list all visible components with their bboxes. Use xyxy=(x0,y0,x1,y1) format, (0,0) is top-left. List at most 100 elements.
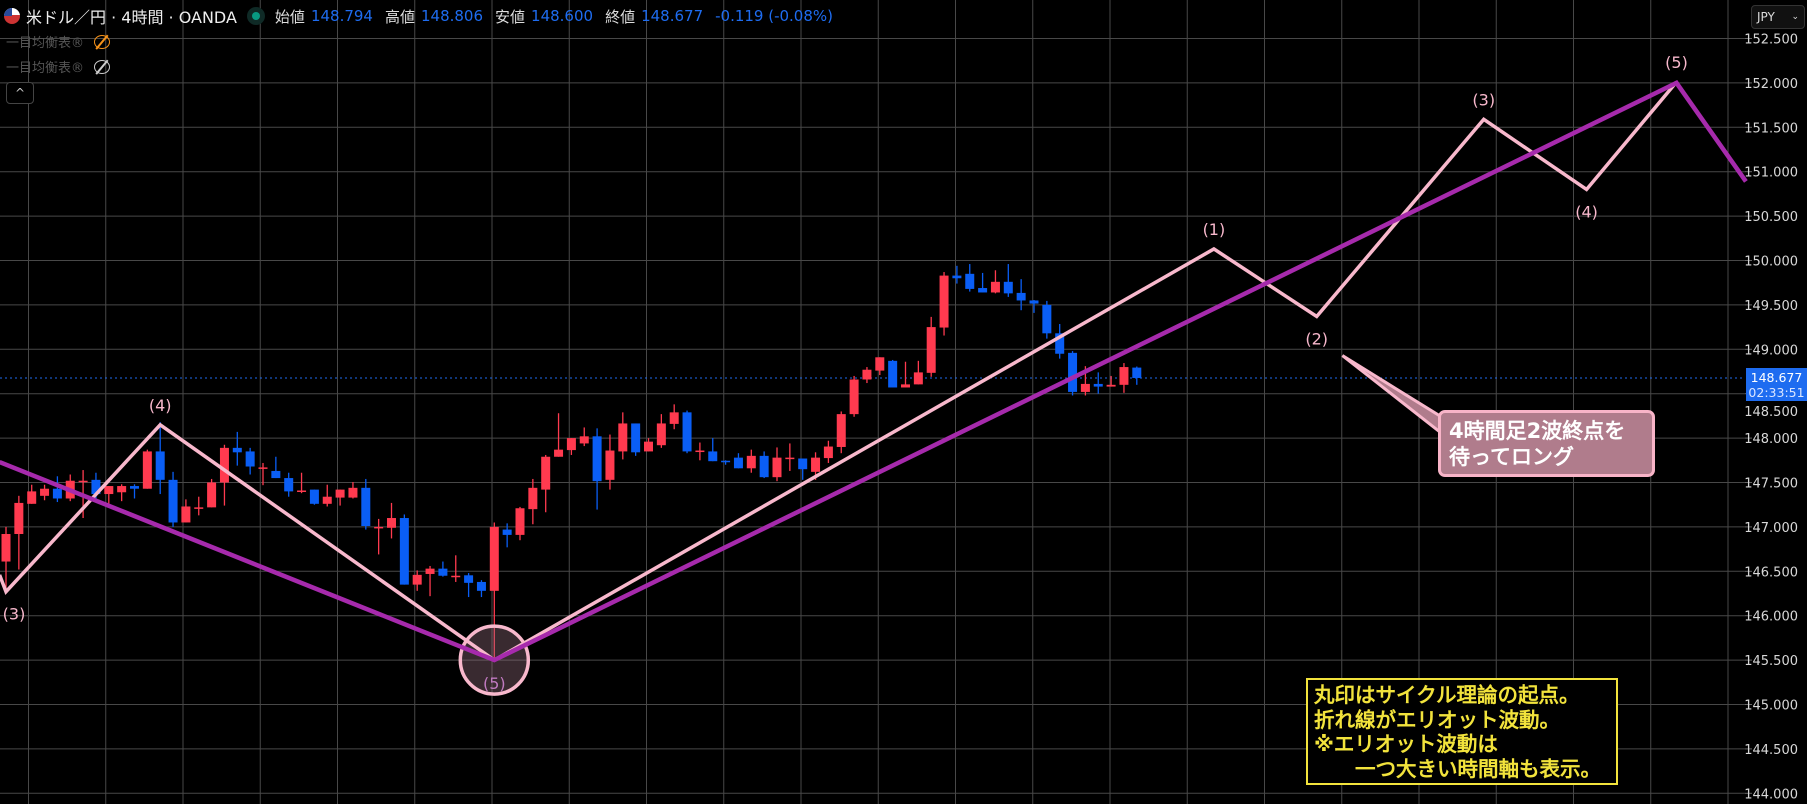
price-axis[interactable]: 152.500 152.000 151.500 151.000 150.500 150.0… xyxy=(1744,33,1798,803)
candle-down xyxy=(309,489,319,504)
candle-down xyxy=(733,457,743,469)
candle-up xyxy=(335,489,345,498)
price-tick-label: 146.500 xyxy=(1744,565,1798,580)
usd-jpy-flag-icon xyxy=(4,8,20,24)
wave-label: (5) xyxy=(1665,53,1688,72)
candle-up xyxy=(104,486,114,495)
wave-line-4h xyxy=(0,80,1678,663)
indicator-ichimoku-1[interactable]: 一目均衡表® xyxy=(6,32,111,51)
candle-up xyxy=(644,441,653,452)
candle-down xyxy=(52,488,62,499)
candle-down xyxy=(1042,304,1052,334)
symbol-title[interactable]: 米ドル／円 · 4時間 · OANDA xyxy=(26,8,237,27)
price-tick-label: 147.500 xyxy=(1744,477,1798,492)
candle-up xyxy=(554,449,564,457)
note-annotation[interactable]: 丸印はサイクル理論の起点。 折れ線がエリオット波動。 ※エリオット波動は 一つ大… xyxy=(1306,678,1618,785)
price-tick-label: 147.000 xyxy=(1744,521,1798,536)
candle-down xyxy=(168,479,178,523)
candle-down xyxy=(592,436,602,482)
candle-up xyxy=(207,482,217,508)
market-open-status-icon[interactable] xyxy=(246,7,265,25)
candle-down xyxy=(502,529,512,535)
price-tick-label: 151.500 xyxy=(1744,121,1798,136)
candle-up xyxy=(451,575,461,578)
candle-up xyxy=(348,487,358,498)
candle-up xyxy=(605,450,615,480)
price-tick-label: 151.000 xyxy=(1744,166,1798,181)
open-value: 148.794 xyxy=(310,7,373,25)
candle-up xyxy=(258,467,268,469)
candle-up xyxy=(785,457,795,460)
candle-down xyxy=(1093,383,1103,387)
wave-label: (1) xyxy=(1203,220,1226,239)
candle-up xyxy=(374,526,384,529)
change-value: -0.119 (-0.08%) xyxy=(715,7,833,25)
indicator-name: 一目均衡表® xyxy=(6,61,85,76)
wave-label: (5) xyxy=(483,674,506,693)
candle-down xyxy=(130,486,139,489)
candle-down xyxy=(155,451,165,480)
candle-up xyxy=(387,518,396,528)
candle-up xyxy=(913,372,923,385)
elliott-waves xyxy=(0,80,1748,696)
high-label: 高値 xyxy=(384,7,415,26)
price-tick-label: 150.500 xyxy=(1744,210,1798,225)
candle-down xyxy=(721,460,731,463)
candle-up xyxy=(425,568,435,574)
candle-up xyxy=(669,412,679,424)
candle-up xyxy=(528,487,538,510)
low-label: 安値 xyxy=(495,7,526,26)
candle-down xyxy=(399,518,409,585)
close-value: 148.677 xyxy=(641,7,704,25)
close-label: 終値 xyxy=(605,7,636,26)
callout-annotation[interactable]: 4時間足2波終点を 待ってロング xyxy=(1438,410,1655,477)
callout-line-2: 待ってロング xyxy=(1449,445,1574,469)
currency-value: JPY xyxy=(1757,10,1775,24)
candle-up xyxy=(541,456,551,490)
candle-up xyxy=(746,455,756,469)
candle-down xyxy=(361,487,371,527)
price-tick-label: 148.000 xyxy=(1744,432,1798,447)
price-tick-label: 149.500 xyxy=(1744,299,1798,314)
candle-up xyxy=(849,379,859,415)
eye-crossed-icon[interactable] xyxy=(94,34,111,49)
wave-label: (4) xyxy=(1575,202,1598,221)
candle-up xyxy=(836,414,846,447)
indicator-ichimoku-2[interactable]: 一目均衡表® xyxy=(6,57,111,76)
candle-up xyxy=(489,526,499,591)
candle-down xyxy=(978,288,988,293)
candle-up xyxy=(823,446,833,459)
candle-down xyxy=(798,458,808,470)
candle-up xyxy=(901,384,910,388)
price-tick-label: 145.000 xyxy=(1744,699,1798,714)
candle-up xyxy=(142,451,152,489)
candle-up xyxy=(78,480,88,483)
collapse-legend-button[interactable]: ^ xyxy=(6,82,34,104)
candle-up xyxy=(695,450,705,453)
candle-down xyxy=(271,470,281,479)
candle-up xyxy=(618,423,628,452)
price-tick-label: 145.500 xyxy=(1744,654,1798,669)
candle-up xyxy=(14,502,24,535)
chevron-up-icon: ^ xyxy=(14,86,26,100)
wave-label: (3) xyxy=(1472,90,1495,109)
indicator-name: 一目均衡表® xyxy=(6,36,85,51)
candle-up xyxy=(117,486,127,493)
candle-down xyxy=(1016,292,1026,301)
price-tick-label: 152.000 xyxy=(1744,77,1798,92)
currency-selector[interactable]: JPY ⌄ xyxy=(1751,5,1805,29)
candle-up xyxy=(579,436,589,444)
price-tick-label: 152.500 xyxy=(1744,33,1798,48)
candle-up xyxy=(515,508,525,535)
candle-up xyxy=(990,281,1000,293)
candle-down xyxy=(245,451,255,467)
price-tick-label: 148.500 xyxy=(1744,405,1798,420)
candle-down xyxy=(438,568,448,576)
candle-down xyxy=(91,479,101,495)
candle-down xyxy=(1068,352,1078,392)
eye-crossed-icon[interactable] xyxy=(94,59,111,74)
candle-down xyxy=(952,275,962,279)
candle-up xyxy=(181,506,191,523)
callout-line-1: 4時間足2波終点を xyxy=(1449,419,1626,443)
current-price-label: 148.677 02:33:51 xyxy=(1746,368,1807,401)
